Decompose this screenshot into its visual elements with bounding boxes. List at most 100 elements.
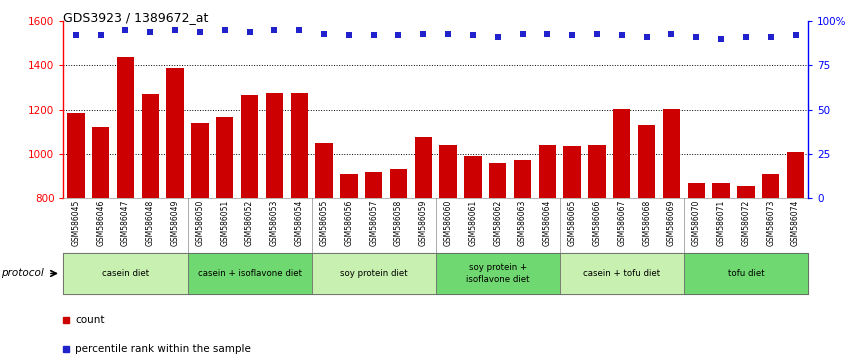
Text: GSM586064: GSM586064	[543, 200, 552, 246]
Text: casein diet: casein diet	[102, 269, 149, 278]
Text: GSM586065: GSM586065	[568, 200, 577, 246]
Bar	[539, 145, 556, 354]
Text: GSM586066: GSM586066	[592, 200, 602, 246]
Text: GSM586050: GSM586050	[195, 200, 205, 246]
Bar	[464, 156, 481, 354]
Point	[442, 31, 455, 36]
Text: GSM586074: GSM586074	[791, 200, 800, 246]
Point	[293, 27, 306, 33]
Bar	[415, 137, 432, 354]
Point	[118, 27, 132, 33]
Bar	[117, 57, 135, 354]
Point	[193, 29, 206, 35]
Bar	[241, 95, 258, 354]
Point	[267, 27, 281, 33]
Point	[689, 34, 703, 40]
Text: GSM586061: GSM586061	[469, 200, 477, 246]
Text: GSM586054: GSM586054	[294, 200, 304, 246]
Text: GSM586045: GSM586045	[71, 200, 80, 246]
Point	[714, 36, 728, 42]
Text: soy protein +
isoflavone diet: soy protein + isoflavone diet	[466, 263, 530, 284]
Bar	[216, 118, 233, 354]
Text: GSM586068: GSM586068	[642, 200, 651, 246]
Point	[392, 33, 405, 38]
Text: GSM586056: GSM586056	[344, 200, 354, 246]
Point	[168, 27, 182, 33]
Text: GSM586047: GSM586047	[121, 200, 130, 246]
Bar	[762, 174, 779, 354]
Text: GSM586073: GSM586073	[766, 200, 775, 246]
Text: GSM586046: GSM586046	[96, 200, 105, 246]
Bar	[436, 253, 560, 294]
Point	[541, 31, 554, 36]
Point	[788, 33, 802, 38]
Point	[591, 31, 604, 36]
Bar	[188, 253, 311, 294]
Bar	[439, 145, 457, 354]
Text: GSM586063: GSM586063	[518, 200, 527, 246]
Text: casein + tofu diet: casein + tofu diet	[583, 269, 661, 278]
Text: GSM586062: GSM586062	[493, 200, 503, 246]
Bar	[167, 68, 184, 354]
Text: GSM586055: GSM586055	[320, 200, 328, 246]
Bar	[588, 145, 606, 354]
Bar	[92, 127, 109, 354]
Point	[565, 33, 579, 38]
Text: GSM586069: GSM586069	[667, 200, 676, 246]
Bar	[141, 94, 159, 354]
Bar	[191, 123, 209, 354]
Bar	[365, 172, 382, 354]
Text: GSM586072: GSM586072	[741, 200, 750, 246]
Bar	[489, 163, 507, 354]
Text: count: count	[75, 315, 105, 325]
Bar	[662, 109, 680, 354]
Text: GSM586067: GSM586067	[618, 200, 626, 246]
Point	[367, 33, 381, 38]
Point	[342, 33, 355, 38]
Bar	[563, 146, 581, 354]
Bar	[712, 183, 730, 354]
Text: GSM586057: GSM586057	[369, 200, 378, 246]
Point	[466, 33, 480, 38]
Point	[491, 34, 504, 40]
Text: GSM586048: GSM586048	[146, 200, 155, 246]
Text: GSM586070: GSM586070	[692, 200, 700, 246]
Text: GSM586058: GSM586058	[394, 200, 403, 246]
Point	[615, 33, 629, 38]
Text: casein + isoflavone diet: casein + isoflavone diet	[198, 269, 301, 278]
Text: GDS3923 / 1389672_at: GDS3923 / 1389672_at	[63, 11, 209, 24]
Point	[144, 29, 157, 35]
Text: tofu diet: tofu diet	[728, 269, 764, 278]
Text: protocol: protocol	[1, 268, 44, 279]
Bar	[266, 93, 283, 354]
Text: percentile rank within the sample: percentile rank within the sample	[75, 344, 251, 354]
Text: GSM586049: GSM586049	[171, 200, 179, 246]
Bar	[638, 125, 656, 354]
Bar	[311, 253, 436, 294]
Bar	[560, 253, 684, 294]
Point	[665, 31, 678, 36]
Bar	[390, 170, 407, 354]
Bar	[63, 253, 188, 294]
Bar	[290, 93, 308, 354]
Bar	[340, 174, 358, 354]
Point	[764, 34, 777, 40]
Point	[69, 33, 83, 38]
Bar	[316, 143, 332, 354]
Point	[243, 29, 256, 35]
Text: GSM586051: GSM586051	[220, 200, 229, 246]
Text: GSM586071: GSM586071	[717, 200, 726, 246]
Bar	[737, 186, 755, 354]
Point	[516, 31, 530, 36]
Bar	[613, 109, 630, 354]
Text: GSM586059: GSM586059	[419, 200, 428, 246]
Bar	[67, 113, 85, 354]
Point	[739, 34, 753, 40]
Text: GSM586052: GSM586052	[245, 200, 254, 246]
Bar	[688, 183, 705, 354]
Point	[640, 34, 653, 40]
Point	[317, 31, 331, 36]
Bar	[787, 152, 805, 354]
Point	[94, 33, 107, 38]
Point	[416, 31, 430, 36]
